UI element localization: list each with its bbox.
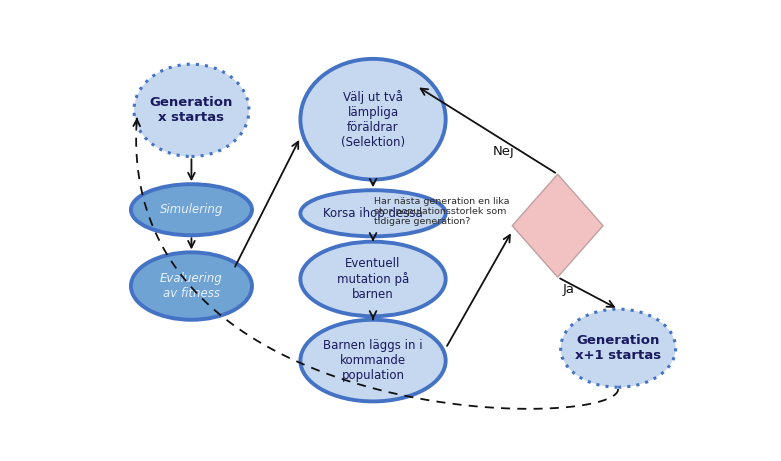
Ellipse shape bbox=[134, 64, 249, 156]
Text: Generation
x+1 startas: Generation x+1 startas bbox=[575, 334, 662, 362]
Text: Generation
x startas: Generation x startas bbox=[150, 96, 234, 124]
Ellipse shape bbox=[301, 59, 446, 179]
Text: Eventuell
mutation på
barnen: Eventuell mutation på barnen bbox=[337, 257, 409, 301]
Ellipse shape bbox=[131, 184, 252, 235]
Text: Evaluering
av fitness: Evaluering av fitness bbox=[160, 272, 223, 300]
Text: Nej: Nej bbox=[492, 145, 514, 158]
Text: Har nästa generation en lika
stor populationsstorlek som
tidigare generation?: Har nästa generation en lika stor popula… bbox=[374, 196, 509, 226]
Ellipse shape bbox=[131, 252, 252, 320]
Polygon shape bbox=[512, 174, 603, 277]
Text: Simulering: Simulering bbox=[160, 203, 223, 216]
Text: Välj ut två
lämpliga
föräldrar
(Selektion): Välj ut två lämpliga föräldrar (Selektio… bbox=[341, 90, 405, 149]
Text: Barnen läggs in i
kommande
population: Barnen läggs in i kommande population bbox=[323, 339, 423, 382]
Ellipse shape bbox=[301, 242, 446, 316]
Ellipse shape bbox=[301, 190, 446, 236]
Ellipse shape bbox=[301, 320, 446, 402]
Text: Ja: Ja bbox=[562, 283, 575, 296]
Ellipse shape bbox=[561, 309, 676, 387]
Text: Korsa ihop dessa: Korsa ihop dessa bbox=[323, 207, 423, 220]
